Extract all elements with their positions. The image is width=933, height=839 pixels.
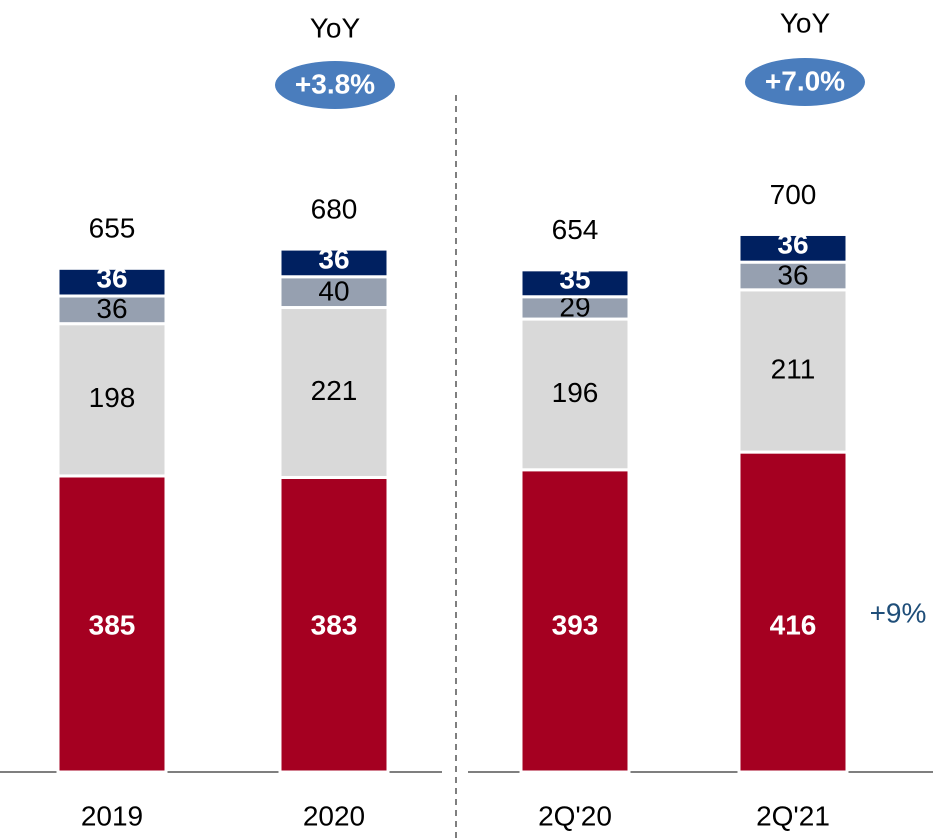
bar-segment xyxy=(56,474,168,774)
side-label: +9% xyxy=(870,597,927,628)
x-tick-label: 2019 xyxy=(81,800,143,831)
segment-label: 221 xyxy=(311,375,358,406)
annotation-title: YoY xyxy=(780,7,831,38)
segment-label: 196 xyxy=(552,377,599,408)
total-label: 700 xyxy=(770,179,817,210)
segment-label: 35 xyxy=(559,264,590,295)
bar-segment xyxy=(278,475,390,774)
x-tick-label: 2020 xyxy=(303,800,365,831)
bar-segment xyxy=(56,322,168,478)
bar-segment xyxy=(519,268,631,299)
segment-label: 416 xyxy=(770,609,817,640)
bar-segment xyxy=(56,294,168,326)
annotation-title: YoY xyxy=(310,12,361,43)
annotation-badge xyxy=(275,61,395,109)
bar-segment xyxy=(519,317,631,472)
segment-label: 36 xyxy=(96,263,127,294)
segment-label: 393 xyxy=(552,609,599,640)
segment-label: 383 xyxy=(311,609,358,640)
bar-segment xyxy=(278,247,390,279)
segment-label: 211 xyxy=(771,353,816,384)
x-tick-label: 2Q'20 xyxy=(538,800,612,831)
segment-label: 40 xyxy=(318,276,349,307)
annotation-badge xyxy=(745,58,865,106)
bar-segment xyxy=(519,468,631,774)
total-label: 655 xyxy=(89,213,136,244)
segment-label: 385 xyxy=(89,609,136,640)
bar-segment xyxy=(278,306,390,479)
annotation-label: +7.0% xyxy=(765,65,845,96)
x-tick-label: 2Q'21 xyxy=(756,800,830,831)
segment-label: 198 xyxy=(89,382,136,413)
annotation-label: +3.8% xyxy=(295,68,375,99)
bar-segment xyxy=(737,232,849,264)
segment-label: 36 xyxy=(777,229,808,260)
bar-segment xyxy=(56,266,168,298)
segment-label: 36 xyxy=(96,293,127,324)
segment-label: 36 xyxy=(777,259,808,290)
bar-segment xyxy=(737,288,849,454)
total-label: 654 xyxy=(552,214,599,245)
segment-label: 36 xyxy=(318,243,349,274)
total-label: 680 xyxy=(311,193,358,224)
